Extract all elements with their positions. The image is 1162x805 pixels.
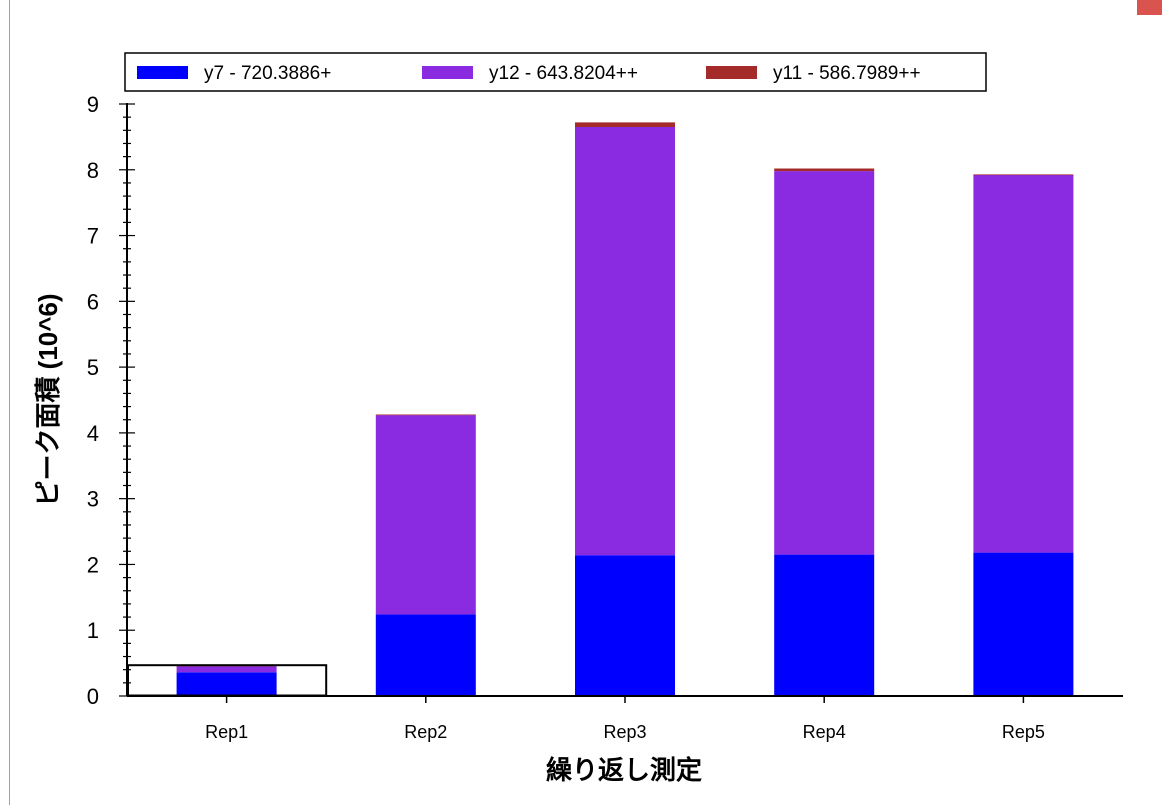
bar-rep2-series-1: [375, 614, 476, 696]
legend-label-series-2: y12 - 643.8204++: [489, 63, 638, 84]
window-border: [9, 0, 10, 805]
legend-label-series-3: y11 - 586.7989++: [773, 63, 921, 84]
y-tick-label-7: 7: [87, 224, 99, 249]
y-axis-title: ピーク面積 (10^6): [33, 293, 63, 506]
x-tick-label-rep4: Rep4: [803, 722, 846, 742]
bars-layer: [127, 122, 1074, 697]
x-tick-label-rep3: Rep3: [603, 722, 646, 742]
legend-label-series-1: y7 - 720.3886+: [204, 63, 331, 84]
y-tick-label-3: 3: [87, 487, 99, 512]
y-tick-label-0: 0: [87, 684, 99, 709]
y-tick-label-4: 4: [87, 421, 99, 446]
bar-rep4-series-2: [774, 171, 875, 555]
y-tick-label-2: 2: [87, 552, 99, 577]
bar-rep3-series-1: [575, 555, 675, 696]
bar-rep4-series-3: [774, 168, 875, 172]
y-tick-label-6: 6: [87, 289, 99, 314]
bar-rep3-series-3: [575, 122, 675, 127]
legend-swatch-series-1: [137, 66, 188, 79]
bar-rep4-series-1: [774, 554, 875, 696]
window-corner-indicator: [1137, 0, 1162, 15]
y-tick-label-1: 1: [87, 618, 99, 643]
legend-swatch-series-3: [706, 66, 757, 79]
bar-rep5-series-2: [973, 175, 1074, 553]
bar-rep2-series-2: [375, 415, 476, 615]
y-tick-label-8: 8: [87, 158, 99, 183]
bar-rep5-series-1: [973, 552, 1074, 696]
y-tick-label-5: 5: [87, 355, 99, 380]
x-axis-title: 繰り返し測定: [546, 755, 702, 785]
bar-rep5-series-3: [973, 174, 1074, 176]
x-tick-label-rep1: Rep1: [205, 722, 248, 742]
bar-rep3-series-2: [575, 127, 675, 556]
y-tick-label-9: 9: [87, 92, 99, 117]
legend: y7 - 720.3886+ y12 - 643.8204++ y11 - 586.…: [124, 52, 987, 92]
x-tick-label-rep2: Rep2: [404, 722, 447, 742]
axes-layer: Rep1 Rep2 Rep3 Rep4 Rep5 0 1 2 3 4 5 6 7 8 9: [87, 92, 1123, 742]
bar-rep1-series-2: [176, 666, 277, 673]
bar-rep1-series-1: [176, 672, 277, 696]
legend-swatch-series-2: [422, 66, 473, 79]
legend-box: [124, 52, 987, 92]
x-tick-label-rep5: Rep5: [1002, 722, 1045, 742]
bar-rep2-series-3: [375, 414, 476, 416]
